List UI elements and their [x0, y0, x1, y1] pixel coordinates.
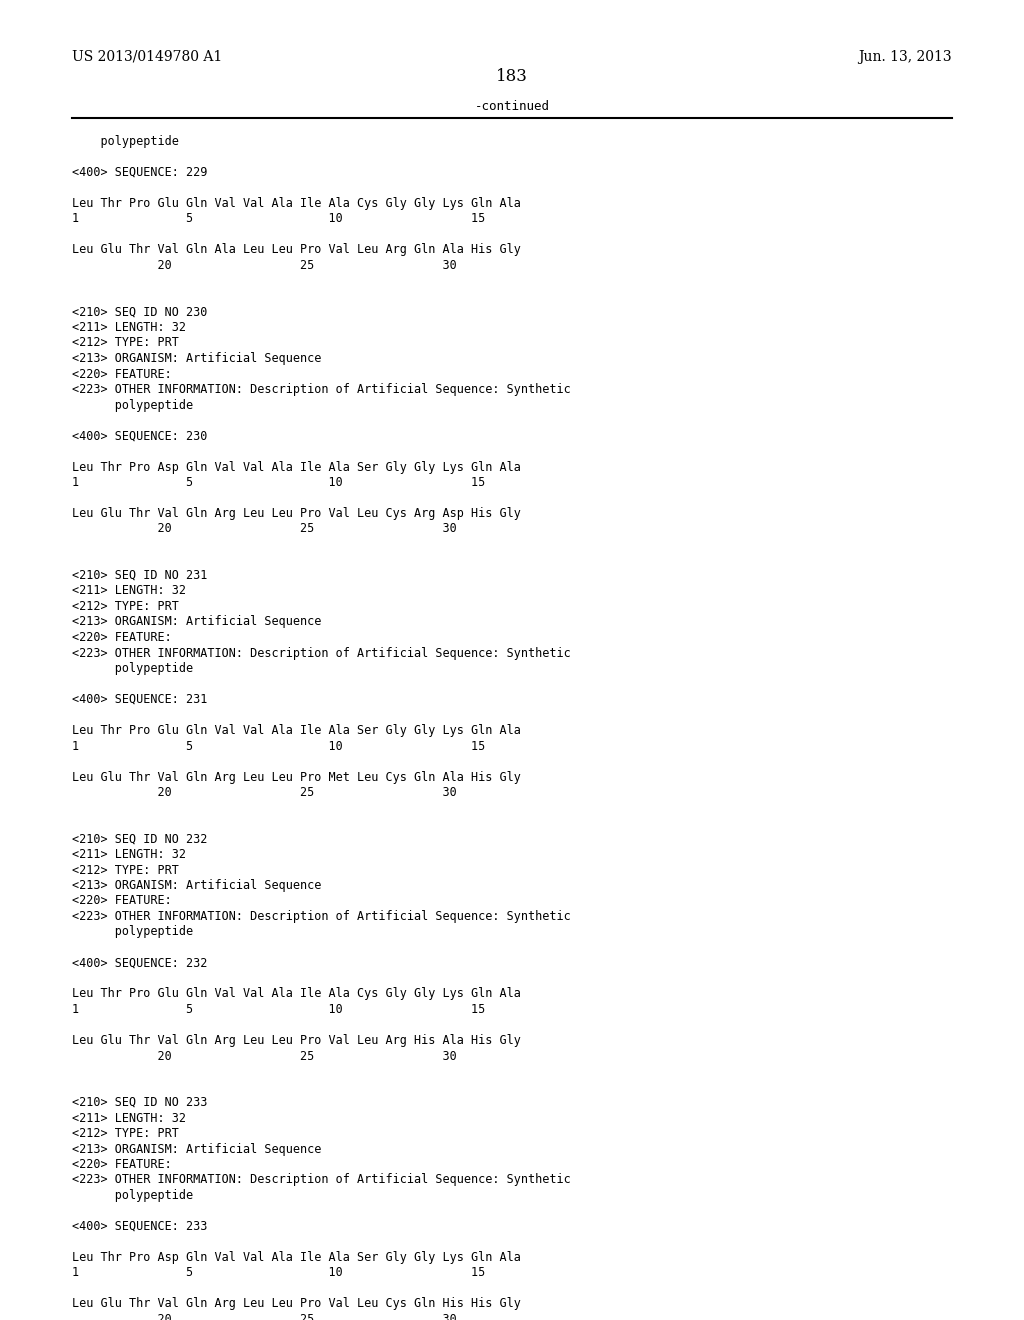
- Text: polypeptide: polypeptide: [72, 1189, 194, 1203]
- Text: -continued: -continued: [474, 100, 550, 114]
- Text: <211> LENGTH: 32: <211> LENGTH: 32: [72, 585, 186, 598]
- Text: <220> FEATURE:: <220> FEATURE:: [72, 895, 172, 908]
- Text: <212> TYPE: PRT: <212> TYPE: PRT: [72, 863, 179, 876]
- Text: 1               5                   10                  15: 1 5 10 15: [72, 1266, 485, 1279]
- Text: <211> LENGTH: 32: <211> LENGTH: 32: [72, 1111, 186, 1125]
- Text: <212> TYPE: PRT: <212> TYPE: PRT: [72, 337, 179, 350]
- Text: Leu Thr Pro Glu Gln Val Val Ala Ile Ala Ser Gly Gly Lys Gln Ala: Leu Thr Pro Glu Gln Val Val Ala Ile Ala …: [72, 723, 521, 737]
- Text: Leu Glu Thr Val Gln Arg Leu Leu Pro Val Leu Cys Arg Asp His Gly: Leu Glu Thr Val Gln Arg Leu Leu Pro Val …: [72, 507, 521, 520]
- Text: 20                  25                  30: 20 25 30: [72, 259, 457, 272]
- Text: 20                  25                  30: 20 25 30: [72, 1049, 457, 1063]
- Text: <400> SEQUENCE: 232: <400> SEQUENCE: 232: [72, 957, 208, 969]
- Text: <210> SEQ ID NO 230: <210> SEQ ID NO 230: [72, 305, 208, 318]
- Text: Jun. 13, 2013: Jun. 13, 2013: [858, 50, 952, 63]
- Text: Leu Glu Thr Val Gln Arg Leu Leu Pro Val Leu Arg His Ala His Gly: Leu Glu Thr Val Gln Arg Leu Leu Pro Val …: [72, 1034, 521, 1047]
- Text: <220> FEATURE:: <220> FEATURE:: [72, 367, 172, 380]
- Text: <210> SEQ ID NO 233: <210> SEQ ID NO 233: [72, 1096, 208, 1109]
- Text: Leu Glu Thr Val Gln Arg Leu Leu Pro Met Leu Cys Gln Ala His Gly: Leu Glu Thr Val Gln Arg Leu Leu Pro Met …: [72, 771, 521, 784]
- Text: 183: 183: [496, 69, 528, 84]
- Text: <210> SEQ ID NO 231: <210> SEQ ID NO 231: [72, 569, 208, 582]
- Text: 1               5                   10                  15: 1 5 10 15: [72, 477, 485, 488]
- Text: Leu Thr Pro Asp Gln Val Val Ala Ile Ala Ser Gly Gly Lys Gln Ala: Leu Thr Pro Asp Gln Val Val Ala Ile Ala …: [72, 461, 521, 474]
- Text: <210> SEQ ID NO 232: <210> SEQ ID NO 232: [72, 833, 208, 846]
- Text: 20                  25                  30: 20 25 30: [72, 785, 457, 799]
- Text: <212> TYPE: PRT: <212> TYPE: PRT: [72, 601, 179, 612]
- Text: 1               5                   10                  15: 1 5 10 15: [72, 739, 485, 752]
- Text: 20                  25                  30: 20 25 30: [72, 523, 457, 536]
- Text: US 2013/0149780 A1: US 2013/0149780 A1: [72, 50, 222, 63]
- Text: <220> FEATURE:: <220> FEATURE:: [72, 631, 172, 644]
- Text: <213> ORGANISM: Artificial Sequence: <213> ORGANISM: Artificial Sequence: [72, 352, 322, 366]
- Text: polypeptide: polypeptide: [72, 399, 194, 412]
- Text: <400> SEQUENCE: 233: <400> SEQUENCE: 233: [72, 1220, 208, 1233]
- Text: <220> FEATURE:: <220> FEATURE:: [72, 1158, 172, 1171]
- Text: Leu Glu Thr Val Gln Ala Leu Leu Pro Val Leu Arg Gln Ala His Gly: Leu Glu Thr Val Gln Ala Leu Leu Pro Val …: [72, 243, 521, 256]
- Text: polypeptide: polypeptide: [72, 135, 179, 148]
- Text: <400> SEQUENCE: 230: <400> SEQUENCE: 230: [72, 429, 208, 442]
- Text: <211> LENGTH: 32: <211> LENGTH: 32: [72, 847, 186, 861]
- Text: Leu Thr Pro Glu Gln Val Val Ala Ile Ala Cys Gly Gly Lys Gln Ala: Leu Thr Pro Glu Gln Val Val Ala Ile Ala …: [72, 987, 521, 1001]
- Text: 1               5                   10                  15: 1 5 10 15: [72, 213, 485, 226]
- Text: <223> OTHER INFORMATION: Description of Artificial Sequence: Synthetic: <223> OTHER INFORMATION: Description of …: [72, 383, 570, 396]
- Text: <400> SEQUENCE: 229: <400> SEQUENCE: 229: [72, 166, 208, 180]
- Text: Leu Glu Thr Val Gln Arg Leu Leu Pro Val Leu Cys Gln His His Gly: Leu Glu Thr Val Gln Arg Leu Leu Pro Val …: [72, 1298, 521, 1311]
- Text: 1               5                   10                  15: 1 5 10 15: [72, 1003, 485, 1016]
- Text: Leu Thr Pro Glu Gln Val Val Ala Ile Ala Cys Gly Gly Lys Gln Ala: Leu Thr Pro Glu Gln Val Val Ala Ile Ala …: [72, 197, 521, 210]
- Text: <223> OTHER INFORMATION: Description of Artificial Sequence: Synthetic: <223> OTHER INFORMATION: Description of …: [72, 647, 570, 660]
- Text: 20                  25                  30: 20 25 30: [72, 1313, 457, 1320]
- Text: polypeptide: polypeptide: [72, 663, 194, 675]
- Text: Leu Thr Pro Asp Gln Val Val Ala Ile Ala Ser Gly Gly Lys Gln Ala: Leu Thr Pro Asp Gln Val Val Ala Ile Ala …: [72, 1251, 521, 1265]
- Text: polypeptide: polypeptide: [72, 925, 194, 939]
- Text: <223> OTHER INFORMATION: Description of Artificial Sequence: Synthetic: <223> OTHER INFORMATION: Description of …: [72, 909, 570, 923]
- Text: <211> LENGTH: 32: <211> LENGTH: 32: [72, 321, 186, 334]
- Text: <213> ORGANISM: Artificial Sequence: <213> ORGANISM: Artificial Sequence: [72, 1143, 322, 1155]
- Text: <213> ORGANISM: Artificial Sequence: <213> ORGANISM: Artificial Sequence: [72, 615, 322, 628]
- Text: <400> SEQUENCE: 231: <400> SEQUENCE: 231: [72, 693, 208, 706]
- Text: <223> OTHER INFORMATION: Description of Artificial Sequence: Synthetic: <223> OTHER INFORMATION: Description of …: [72, 1173, 570, 1187]
- Text: <212> TYPE: PRT: <212> TYPE: PRT: [72, 1127, 179, 1140]
- Text: <213> ORGANISM: Artificial Sequence: <213> ORGANISM: Artificial Sequence: [72, 879, 322, 892]
